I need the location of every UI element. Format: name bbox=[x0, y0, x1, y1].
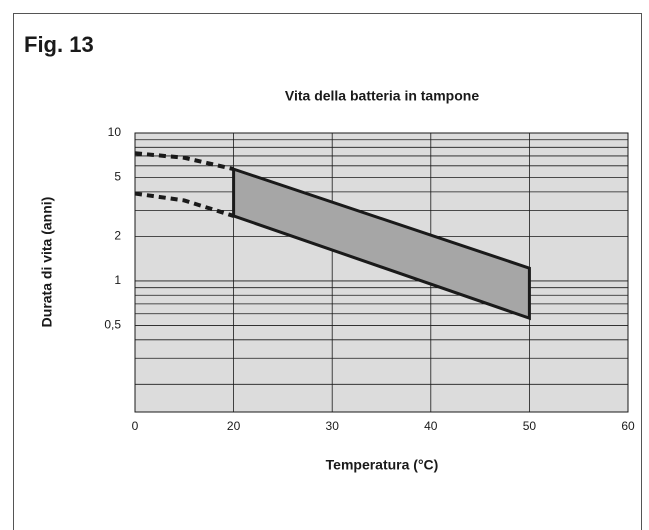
x-tick-label: 60 bbox=[621, 419, 635, 433]
y-axis-label: Durata di vita (anni) bbox=[39, 197, 55, 328]
frame bbox=[13, 13, 642, 530]
y-tick-label: 1 bbox=[114, 273, 121, 287]
y-tick-label: 2 bbox=[114, 229, 121, 243]
band bbox=[232, 167, 531, 321]
series-line bbox=[134, 191, 235, 218]
figure-label: Fig. 13 bbox=[24, 32, 94, 57]
x-tick-label: 20 bbox=[227, 419, 241, 433]
x-tick-label: 40 bbox=[424, 419, 438, 433]
series-line bbox=[134, 151, 235, 172]
x-tick-label: 50 bbox=[523, 419, 537, 433]
x-tick-label: 0 bbox=[132, 419, 139, 433]
y-tick-label: 0,5 bbox=[104, 318, 121, 332]
plot-background bbox=[134, 132, 629, 413]
x-axis-label: Temperatura (°C) bbox=[326, 457, 439, 473]
y-tick-label: 10 bbox=[108, 125, 122, 139]
y-tick-label: 5 bbox=[114, 170, 121, 184]
x-tick-label: 30 bbox=[326, 419, 340, 433]
chart-title: Vita della batteria in tampone bbox=[285, 88, 479, 104]
